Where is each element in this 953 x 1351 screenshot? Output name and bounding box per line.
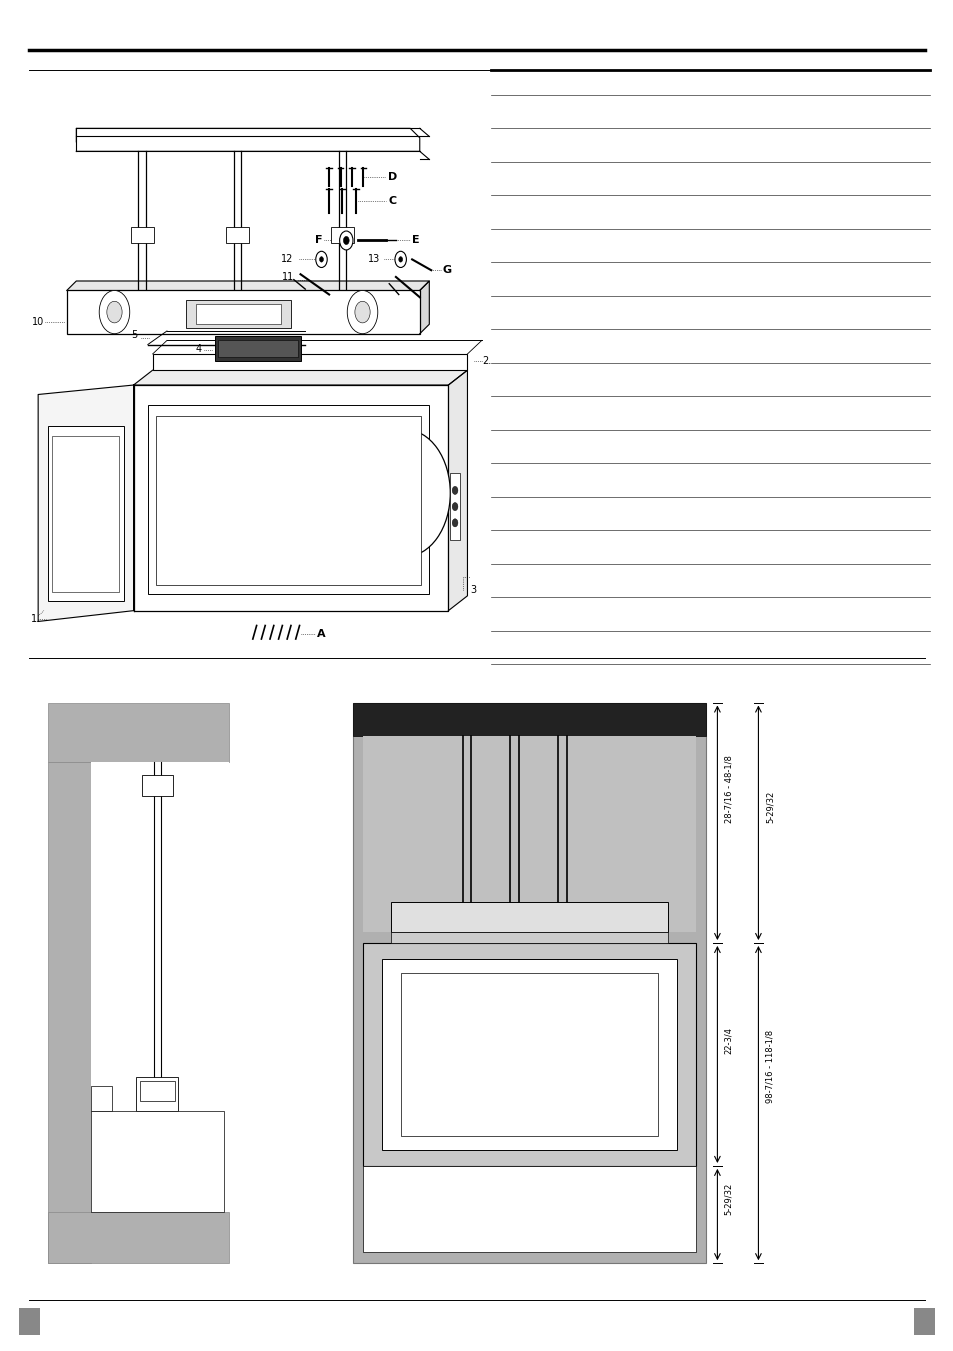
Bar <box>48 762 91 1263</box>
Bar <box>391 932 667 943</box>
Bar <box>131 227 153 243</box>
Text: 3: 3 <box>470 585 476 596</box>
Circle shape <box>395 251 406 267</box>
Text: F: F <box>314 235 322 246</box>
Bar <box>913 1308 934 1335</box>
Text: 1: 1 <box>30 613 36 624</box>
Bar <box>195 304 281 324</box>
Bar <box>450 473 459 540</box>
Polygon shape <box>38 385 133 621</box>
Circle shape <box>360 430 450 557</box>
Circle shape <box>452 503 457 511</box>
Bar <box>140 1081 174 1101</box>
Bar <box>67 290 419 334</box>
Bar <box>381 959 677 1150</box>
Circle shape <box>398 257 402 262</box>
Polygon shape <box>448 370 467 611</box>
Bar <box>331 227 354 243</box>
Polygon shape <box>76 128 419 151</box>
Circle shape <box>452 486 457 494</box>
Polygon shape <box>133 370 467 385</box>
Bar <box>400 973 658 1136</box>
Circle shape <box>355 301 370 323</box>
Text: C: C <box>388 196 396 207</box>
Text: 13: 13 <box>368 254 380 265</box>
Text: 98-7/16 - 118-1/8: 98-7/16 - 118-1/8 <box>764 1029 774 1102</box>
Text: 5: 5 <box>132 330 138 340</box>
Bar <box>214 336 300 361</box>
Bar <box>136 1077 178 1111</box>
Circle shape <box>347 290 377 334</box>
Bar <box>362 736 696 932</box>
Circle shape <box>99 290 130 334</box>
Bar <box>48 703 229 762</box>
Circle shape <box>107 301 122 323</box>
Bar <box>186 300 291 328</box>
Text: 5-29/32: 5-29/32 <box>764 790 774 823</box>
Polygon shape <box>67 281 429 290</box>
Bar <box>155 416 420 585</box>
Bar <box>152 354 467 370</box>
Bar <box>19 1308 40 1335</box>
Text: 5-29/32: 5-29/32 <box>723 1182 733 1215</box>
Bar <box>226 227 249 243</box>
Bar <box>48 1212 229 1263</box>
Text: 28-7/16 - 48-1/8: 28-7/16 - 48-1/8 <box>723 755 733 823</box>
Bar <box>148 405 429 594</box>
Bar <box>217 340 297 357</box>
Bar <box>48 426 124 601</box>
Bar <box>52 436 119 592</box>
Text: G: G <box>442 265 452 276</box>
Circle shape <box>315 251 327 267</box>
Text: 4: 4 <box>195 343 201 354</box>
Text: A: A <box>316 628 325 639</box>
Circle shape <box>343 236 349 245</box>
Bar <box>142 775 172 796</box>
Bar <box>353 703 705 736</box>
Bar <box>362 943 696 1166</box>
Bar <box>362 1166 696 1252</box>
Bar <box>391 902 667 932</box>
Text: 11: 11 <box>282 272 294 282</box>
Bar <box>91 1086 112 1111</box>
Circle shape <box>339 231 353 250</box>
Text: D: D <box>388 172 397 182</box>
Text: 10: 10 <box>31 316 44 327</box>
Text: 12: 12 <box>281 254 294 265</box>
Text: 2.: 2. <box>481 355 491 366</box>
Circle shape <box>319 257 323 262</box>
Bar <box>91 1111 224 1212</box>
Text: 22-3/4: 22-3/4 <box>723 1028 733 1055</box>
Bar <box>91 762 229 1212</box>
Polygon shape <box>419 281 429 334</box>
Circle shape <box>452 519 457 527</box>
Text: E: E <box>412 235 419 246</box>
Bar <box>353 703 705 1263</box>
